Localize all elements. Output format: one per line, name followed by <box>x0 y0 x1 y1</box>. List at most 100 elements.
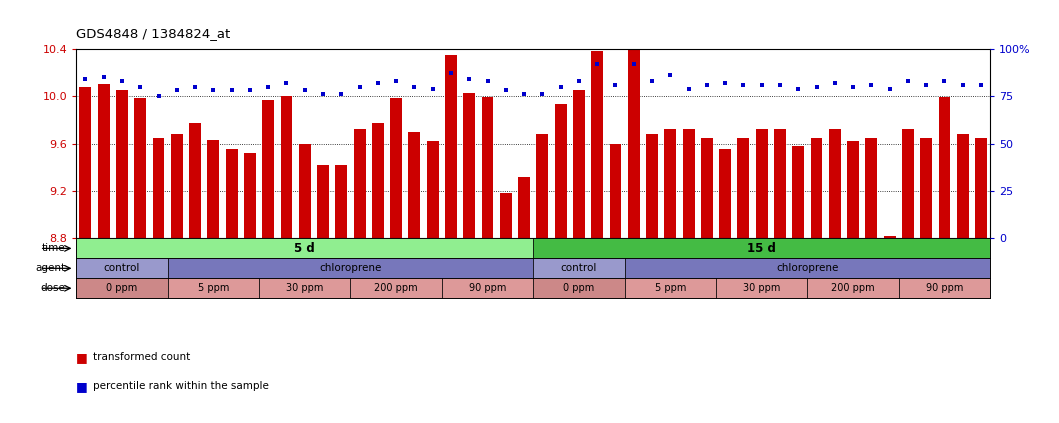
Bar <box>628 19 640 239</box>
Point <box>425 85 442 92</box>
Point <box>186 83 203 90</box>
Bar <box>317 165 329 239</box>
Bar <box>76 278 167 298</box>
Bar <box>442 278 534 298</box>
Point <box>625 60 642 67</box>
Text: control: control <box>104 264 140 273</box>
Point <box>826 80 843 86</box>
Text: ■: ■ <box>76 351 88 364</box>
Text: 200 ppm: 200 ppm <box>374 283 418 293</box>
Bar <box>445 55 456 239</box>
Bar <box>79 87 91 239</box>
Point <box>954 81 971 88</box>
Point <box>223 87 240 94</box>
Bar <box>847 141 859 239</box>
Text: percentile rank within the sample: percentile rank within the sample <box>93 381 269 391</box>
Point <box>131 83 148 90</box>
Text: 5 ppm: 5 ppm <box>198 283 229 293</box>
Bar <box>244 153 256 239</box>
Bar <box>719 149 731 239</box>
Point <box>936 77 953 84</box>
Point <box>808 83 825 90</box>
Point <box>370 80 387 86</box>
Bar <box>573 90 585 239</box>
Point <box>150 93 167 99</box>
Point <box>204 87 221 94</box>
Bar <box>134 99 146 239</box>
Point <box>443 70 460 77</box>
Bar <box>208 140 219 239</box>
Bar <box>938 97 950 239</box>
Bar <box>792 146 804 239</box>
Bar <box>737 137 750 239</box>
Point <box>113 77 130 84</box>
Point <box>168 87 185 94</box>
Bar <box>518 177 530 239</box>
Point <box>918 81 935 88</box>
Bar <box>610 143 622 239</box>
Bar <box>299 143 310 239</box>
Bar <box>482 97 493 239</box>
Text: 0 ppm: 0 ppm <box>563 283 594 293</box>
Bar <box>716 278 807 298</box>
Text: 5 d: 5 d <box>294 242 316 255</box>
Bar <box>463 93 475 239</box>
Bar <box>883 236 896 239</box>
Text: 30 ppm: 30 ppm <box>743 283 780 293</box>
Bar <box>902 129 914 239</box>
Bar <box>701 137 713 239</box>
Point <box>552 83 569 90</box>
Text: 15 d: 15 d <box>748 242 776 255</box>
Bar <box>167 258 534 278</box>
Point <box>297 87 313 94</box>
Bar <box>116 90 128 239</box>
Point <box>534 91 551 98</box>
Bar <box>167 278 259 298</box>
Bar <box>190 124 201 239</box>
Bar <box>534 278 625 298</box>
Bar <box>354 129 365 239</box>
Bar <box>807 278 899 298</box>
Point <box>333 91 349 98</box>
Bar <box>774 129 786 239</box>
Bar <box>500 193 511 239</box>
Point <box>863 81 880 88</box>
Point <box>644 77 661 84</box>
Bar <box>975 137 987 239</box>
Bar <box>810 137 823 239</box>
Bar <box>646 134 658 239</box>
Point <box>352 83 369 90</box>
Point <box>77 76 94 82</box>
Bar <box>625 258 990 278</box>
Bar <box>899 278 990 298</box>
Bar <box>534 239 990 258</box>
Point <box>662 72 679 79</box>
Point <box>735 81 752 88</box>
Bar <box>683 129 695 239</box>
Bar <box>427 141 438 239</box>
Point <box>899 77 916 84</box>
Point <box>95 74 112 80</box>
Text: dose: dose <box>40 283 66 293</box>
Text: transformed count: transformed count <box>93 352 191 363</box>
Text: 0 ppm: 0 ppm <box>106 283 138 293</box>
Text: chloroprene: chloroprene <box>776 264 839 273</box>
Bar <box>281 96 292 239</box>
Text: 5 ppm: 5 ppm <box>654 283 686 293</box>
Point <box>881 85 898 92</box>
Point <box>753 81 770 88</box>
Bar <box>97 84 109 239</box>
Text: 200 ppm: 200 ppm <box>831 283 875 293</box>
Bar <box>555 104 567 239</box>
Point <box>571 77 588 84</box>
Point <box>717 80 734 86</box>
Point <box>277 80 294 86</box>
Text: GDS4848 / 1384824_at: GDS4848 / 1384824_at <box>76 27 231 40</box>
Bar <box>625 278 716 298</box>
Point <box>772 81 789 88</box>
Text: 90 ppm: 90 ppm <box>469 283 506 293</box>
Text: ■: ■ <box>76 380 88 393</box>
Text: chloroprene: chloroprene <box>319 264 381 273</box>
Point <box>845 83 862 90</box>
Bar <box>390 99 402 239</box>
